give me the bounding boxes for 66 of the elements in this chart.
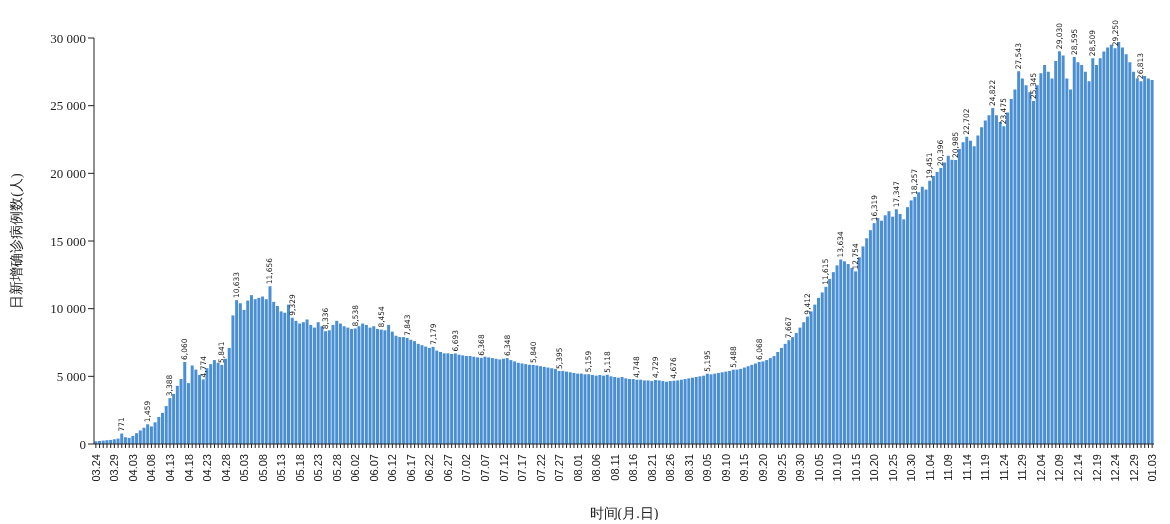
x-tick-label: 11.14 — [960, 454, 973, 481]
x-tick-label: 04.23 — [201, 454, 214, 482]
x-tick-label: 01.03 — [1146, 454, 1159, 482]
x-tick-label: 07.22 — [534, 454, 547, 482]
x-tick-label: 07.17 — [516, 454, 529, 482]
x-tick-label: 10.30 — [905, 454, 918, 482]
x-tick-label: 10.15 — [849, 454, 862, 482]
x-tick-label: 07.02 — [460, 454, 473, 482]
x-tick-label: 06.07 — [367, 454, 380, 482]
x-tick-label: 09.30 — [794, 454, 807, 482]
x-tick-label: 06.02 — [349, 454, 362, 482]
x-tick-label: 06.27 — [441, 454, 454, 482]
x-tick-label: 09.20 — [756, 454, 769, 482]
x-tick-label: 11.29 — [1016, 454, 1029, 481]
x-tick-label: 11.19 — [979, 454, 992, 481]
x-tick-label: 11.04 — [923, 454, 936, 481]
x-tick-label: 08.21 — [645, 454, 658, 482]
y-tick-label: 30 000 — [50, 30, 86, 46]
x-tick-label: 06.12 — [386, 454, 399, 482]
x-tick-label: 09.25 — [775, 454, 788, 482]
x-tick-label: 10.25 — [886, 454, 899, 482]
x-tick-label: 11.24 — [997, 454, 1010, 481]
x-tick-label: 06.17 — [404, 454, 417, 482]
y-tick-label: 10 000 — [50, 301, 86, 317]
x-tick-label: 08.16 — [627, 454, 640, 482]
y-tick-label: 25 000 — [50, 98, 86, 114]
x-tick-label: 12.24 — [1109, 454, 1122, 482]
y-tick-label: 0 — [79, 436, 86, 452]
x-tick-label: 05.28 — [330, 454, 343, 482]
x-tick-label: 10.10 — [831, 454, 844, 482]
x-tick-label: 08.11 — [608, 454, 621, 481]
x-tick-label: 07.12 — [497, 454, 510, 482]
y-tick-label: 5 000 — [56, 368, 86, 384]
x-tick-label: 12.14 — [1072, 454, 1085, 482]
x-tick-label: 10.05 — [812, 454, 825, 482]
x-tick-label: 08.31 — [682, 454, 695, 482]
x-tick-label: 05.18 — [293, 454, 306, 482]
x-tick-label: 09.15 — [738, 454, 751, 482]
x-tick-label: 03.29 — [108, 454, 121, 482]
x-tick-label: 12.29 — [1127, 454, 1140, 482]
x-tick-label: 04.08 — [145, 454, 158, 482]
x-tick-label: 09.05 — [701, 454, 714, 482]
x-tick-label: 07.07 — [479, 454, 492, 482]
x-tick-label: 05.13 — [275, 454, 288, 482]
x-tick-label: 09.10 — [719, 454, 732, 482]
x-tick-label: 07.27 — [553, 454, 566, 482]
x-tick-label: 11.09 — [942, 454, 955, 481]
x-tick-label: 12.19 — [1090, 454, 1103, 482]
x-tick-label: 06.22 — [423, 454, 436, 482]
y-tick-label: 15 000 — [50, 233, 86, 249]
x-tick-label: 08.26 — [664, 454, 677, 482]
y-axis-title: 日新增确诊病例数(人) — [8, 173, 25, 309]
x-tick-label: 03.24 — [89, 454, 102, 482]
y-tick-label: 20 000 — [50, 165, 86, 181]
x-tick-label: 08.06 — [590, 454, 603, 482]
x-tick-label: 12.09 — [1053, 454, 1066, 482]
x-tick-label: 08.01 — [571, 454, 584, 482]
x-tick-label: 05.03 — [238, 454, 251, 482]
x-tick-label: 04.03 — [126, 454, 139, 482]
x-tick-label: 04.28 — [219, 454, 232, 482]
x-tick-label: 10.20 — [868, 454, 881, 482]
x-tick-label: 04.13 — [163, 454, 176, 482]
x-tick-label: 12.04 — [1034, 454, 1047, 482]
x-tick-label: 05.08 — [256, 454, 269, 482]
x-tick-label: 05.23 — [312, 454, 325, 482]
x-tick-label: 04.18 — [182, 454, 195, 482]
